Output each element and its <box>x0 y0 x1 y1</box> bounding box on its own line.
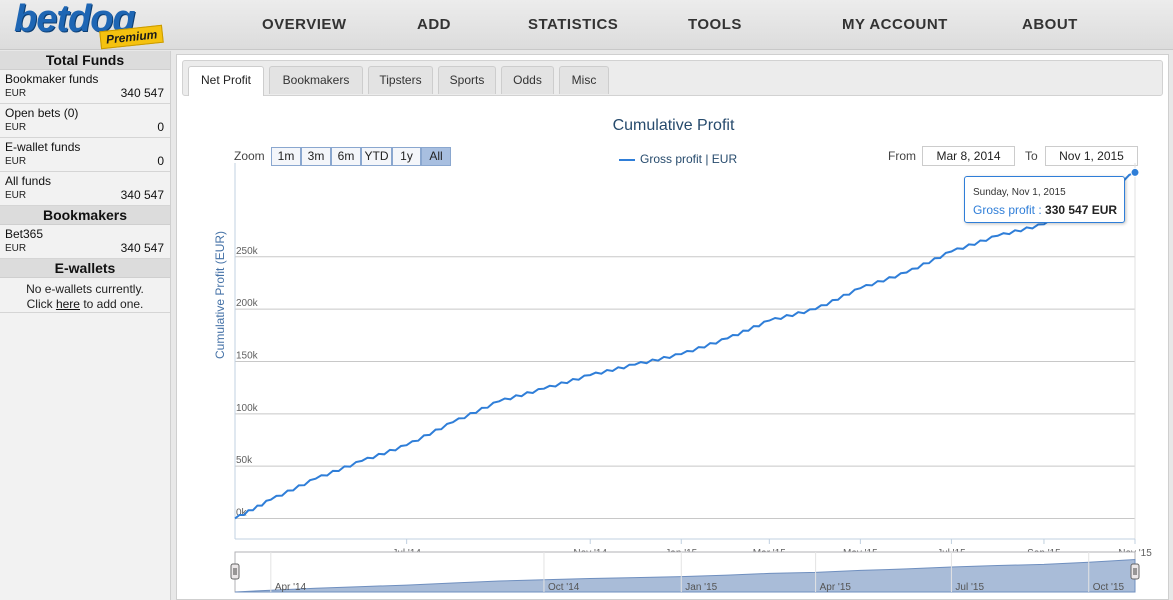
tab-misc[interactable]: Misc <box>559 66 609 94</box>
funds-value: 0 <box>157 120 164 134</box>
funds-row-all: All funds EUR 340 547 <box>0 172 170 206</box>
funds-label: E-wallet funds <box>5 140 81 154</box>
funds-value: 0 <box>157 154 164 168</box>
y-tick-label: 0k <box>236 508 248 519</box>
navigator-area <box>234 558 1136 593</box>
navigator-right-handle[interactable] <box>1130 563 1140 580</box>
tooltip-series: Gross profit : 330 547 EUR <box>973 203 1118 217</box>
funds-row-ewallet: E-wallet funds EUR 0 <box>0 138 170 172</box>
funds-value: 340 547 <box>120 86 164 100</box>
navigator-tick-label: Jul '15 <box>955 582 984 593</box>
funds-row-bookmaker: Bookmaker funds EUR 340 547 <box>0 70 170 104</box>
funds-currency: EUR <box>5 122 27 133</box>
chart-tooltip: Sunday, Nov 1, 2015 Gross profit : 330 5… <box>964 176 1125 223</box>
tooltip-value: 330 547 EUR <box>1045 203 1118 217</box>
funds-currency: EUR <box>5 156 27 167</box>
from-label: From <box>888 149 916 163</box>
stats-tabs: Net Profit Bookmakers Tipsters Sports Od… <box>182 60 1163 96</box>
y-tick-label: 250k <box>236 246 259 257</box>
tab-bookmakers[interactable]: Bookmakers <box>269 66 363 94</box>
navigator-tick-label: Apr '14 <box>275 582 307 593</box>
zoom-6m-button[interactable]: 6m <box>331 147 361 166</box>
funds-label: All funds <box>5 174 52 188</box>
legend-swatch <box>619 158 635 161</box>
legend-series-name: Gross profit | EUR <box>640 152 738 166</box>
total-funds-heading: Total Funds <box>0 51 170 70</box>
zoom-1m-button[interactable]: 1m <box>271 147 301 166</box>
main-panel: Net Profit Bookmakers Tipsters Sports Od… <box>176 54 1169 600</box>
navigator-tick-label: Oct '15 <box>1093 582 1125 593</box>
hover-point-marker <box>1130 167 1140 177</box>
funds-currency: EUR <box>5 190 27 201</box>
zoom-all-button[interactable]: All <box>421 147 451 166</box>
navigator-tick-label: Apr '15 <box>820 582 852 593</box>
y-tick-label: 100k <box>236 403 259 414</box>
from-date-input[interactable]: Mar 8, 2014 <box>922 146 1015 166</box>
navigator-left-handle[interactable] <box>230 563 240 580</box>
y-tick-label: 50k <box>236 455 253 466</box>
y-tick-label: 150k <box>236 350 259 361</box>
funds-sidebar: Total Funds Bookmaker funds EUR 340 547 … <box>0 51 171 600</box>
tooltip-date: Sunday, Nov 1, 2015 <box>973 187 1066 198</box>
bookmaker-currency: EUR <box>5 243 27 254</box>
funds-label: Open bets (0) <box>5 106 79 120</box>
ewallets-empty-line: No e-wallets currently. <box>26 282 144 296</box>
funds-currency: EUR <box>5 88 27 99</box>
funds-label: Bookmaker funds <box>5 72 99 86</box>
navigator-tick-label: Jan '15 <box>685 582 717 593</box>
chart-title: Cumulative Profit <box>612 117 735 134</box>
funds-row-open-bets: Open bets (0) EUR 0 <box>0 104 170 138</box>
ewallets-click-text: Click <box>26 297 53 311</box>
tooltip-series-name: Gross profit <box>973 203 1036 217</box>
nav-my-account[interactable]: MY ACCOUNT <box>842 16 948 33</box>
gross-profit-line <box>234 171 1136 520</box>
funds-value: 340 547 <box>120 188 164 202</box>
tab-sports[interactable]: Sports <box>438 66 496 94</box>
navigator-tick-label: Oct '14 <box>548 582 580 593</box>
nav-add[interactable]: ADD <box>417 16 451 33</box>
bookmaker-value: 340 547 <box>120 241 164 255</box>
tab-odds[interactable]: Odds <box>501 66 554 94</box>
zoom-ytd-button[interactable]: YTD <box>361 147 392 166</box>
nav-about[interactable]: ABOUT <box>1022 16 1078 33</box>
nav-statistics[interactable]: STATISTICS <box>528 16 619 33</box>
ewallets-add-text: to add one. <box>83 297 144 311</box>
betdoq-logo[interactable]: betdoq Premium <box>14 0 165 50</box>
ewallets-heading: E-wallets <box>0 259 170 278</box>
tab-net-profit[interactable]: Net Profit <box>188 66 264 96</box>
tab-tipsters[interactable]: Tipsters <box>368 66 433 94</box>
nav-overview[interactable]: OVERVIEW <box>262 16 347 33</box>
bookmaker-row-bet365[interactable]: Bet365 EUR 340 547 <box>0 225 170 259</box>
bookmaker-label: Bet365 <box>5 227 44 241</box>
ewallets-add-line: Click here to add one. <box>5 297 165 312</box>
add-ewallet-link[interactable]: here <box>55 297 80 311</box>
y-tick-label: 200k <box>236 298 259 309</box>
to-date-input[interactable]: Nov 1, 2015 <box>1045 146 1138 166</box>
zoom-3m-button[interactable]: 3m <box>301 147 331 166</box>
zoom-1y-button[interactable]: 1y <box>392 147 421 166</box>
top-header: betdoq Premium OVERVIEW ADD STATISTICS T… <box>0 0 1173 50</box>
zoom-label: Zoom <box>234 149 265 163</box>
chart-legend[interactable]: Gross profit | EUR <box>619 152 737 166</box>
to-label: To <box>1025 149 1038 163</box>
nav-tools[interactable]: TOOLS <box>688 16 742 33</box>
bookmakers-heading: Bookmakers <box>0 206 170 225</box>
ewallets-empty-message: No e-wallets currently. Click here to ad… <box>0 278 170 313</box>
